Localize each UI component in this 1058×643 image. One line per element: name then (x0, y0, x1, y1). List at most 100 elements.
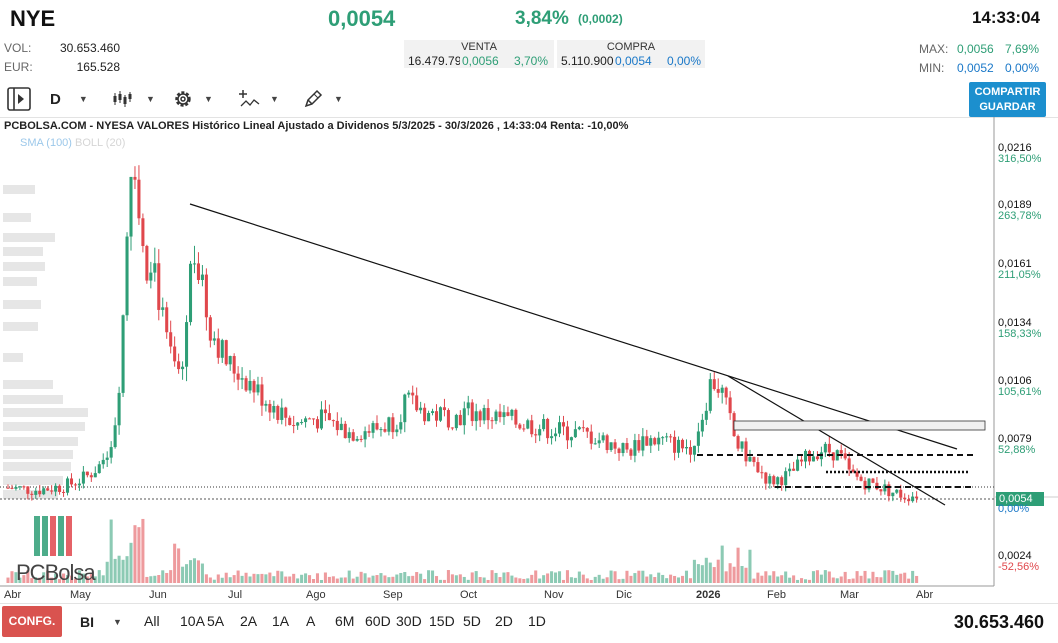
candle-body (907, 499, 911, 502)
settings-select[interactable]: ▼ (172, 86, 213, 112)
last-price-tag: 0,0054 (996, 492, 1044, 506)
volume-bar (633, 573, 637, 583)
range-button-5a[interactable]: 5A (207, 613, 225, 629)
indicators-icon (239, 90, 260, 107)
share-save-button[interactable]: COMPARTIR GUARDAR (969, 82, 1046, 117)
range-button-a[interactable]: A (306, 613, 316, 629)
range-button-1a[interactable]: 1A (272, 613, 290, 629)
candle-body (331, 420, 335, 422)
volume-bar (720, 545, 724, 583)
volume-bar (740, 566, 744, 583)
volume-bar (359, 571, 363, 583)
candle-body (895, 489, 899, 493)
candle-body (200, 274, 204, 280)
candle-body (442, 407, 446, 411)
volume-bar (827, 571, 831, 583)
volume-profile-bar (3, 450, 73, 459)
scale-select[interactable]: BI (80, 614, 94, 630)
volume-profile-bar (3, 213, 31, 222)
volume-bar (248, 576, 252, 583)
candle-body (677, 439, 681, 453)
volume-label: VOL: (4, 41, 32, 55)
volume-bar (220, 577, 224, 583)
candle-body (629, 449, 633, 456)
range-button-30d[interactable]: 30D (396, 613, 422, 629)
price-chart[interactable] (0, 117, 1058, 603)
chart-type-select[interactable]: ▼ (112, 86, 155, 112)
volume-profile-bar (3, 408, 88, 417)
candle-body (911, 496, 915, 502)
candle-body (173, 346, 177, 362)
volume-bar (736, 547, 740, 583)
candle-body (288, 417, 292, 426)
config-button[interactable]: CONFG. (2, 606, 62, 637)
range-button-10a[interactable]: 10A (180, 613, 205, 629)
chart-legend: SMA (100) BOLL (20) (20, 137, 125, 149)
volume-bar (232, 575, 236, 583)
volume-bar (252, 573, 256, 583)
sell-quantity: 16.479.79 (408, 54, 460, 68)
candle-body (280, 407, 284, 420)
range-button-2d[interactable]: 2D (495, 613, 513, 629)
candle-body (50, 490, 54, 492)
candle-body (597, 440, 601, 444)
volume-bar (113, 558, 117, 583)
range-button-5d[interactable]: 5D (463, 613, 481, 629)
indicators-select[interactable]: ▼ (238, 86, 279, 112)
volume-bar (597, 574, 601, 583)
candle-body (419, 407, 423, 411)
volume-bar (831, 577, 835, 583)
range-button-60d[interactable]: 60D (365, 613, 391, 629)
panel-toggle-icon (7, 87, 31, 111)
drawing-tools-select[interactable]: ▼ (302, 86, 343, 112)
volume-bar (85, 576, 89, 583)
volume-bar (288, 576, 292, 583)
chevron-down-icon: ▼ (146, 94, 155, 104)
candle-body (46, 488, 50, 491)
max-label: MAX: (919, 42, 949, 56)
range-button-1d[interactable]: 1D (528, 613, 546, 629)
volume-bar (81, 573, 85, 583)
range-button-15d[interactable]: 15D (429, 613, 455, 629)
volume-bar (613, 571, 617, 583)
change-percent: 3,84% (515, 8, 569, 29)
x-tick-label: Abr (4, 589, 22, 601)
volume-bar (101, 575, 105, 583)
candle-body (89, 475, 93, 478)
logo-bolsa: Bolsa (44, 560, 96, 585)
volume-bar (395, 574, 399, 583)
candle-body (847, 458, 851, 470)
volume-bar (351, 578, 355, 583)
volume-bar (522, 578, 526, 583)
period-select[interactable]: D ▼ (50, 86, 88, 112)
candle-body (192, 263, 197, 265)
x-tick-label: Dic (616, 589, 632, 601)
volume-bar (415, 572, 419, 583)
range-button-2a[interactable]: 2A (240, 613, 258, 629)
volume-profile-bar (3, 233, 55, 242)
candle-body (14, 487, 18, 489)
candle-body (149, 272, 153, 281)
legend-sma[interactable]: SMA (100) (20, 137, 72, 149)
volume-bar (272, 576, 276, 583)
volume-bar (462, 576, 466, 583)
volume-bar (331, 576, 335, 583)
chevron-down-icon[interactable]: ▼ (113, 617, 122, 627)
panel-toggle-button[interactable] (6, 86, 32, 112)
legend-boll[interactable]: BOLL (20) (75, 137, 126, 149)
range-button-6m[interactable]: 6M (335, 613, 355, 629)
volume-bar (375, 575, 379, 583)
candle-body (129, 176, 133, 237)
volume-bar (637, 570, 641, 583)
range-button-all[interactable]: All (144, 613, 160, 629)
candle-body (399, 422, 403, 430)
volume-bar (327, 576, 331, 583)
candle-body (323, 409, 327, 414)
candle-body (641, 436, 645, 451)
candle-body (355, 438, 359, 441)
volume-bar (192, 558, 197, 583)
volume-bar (276, 570, 280, 583)
candle-body (224, 340, 228, 365)
volume-bar (323, 572, 327, 583)
candle-body (26, 486, 30, 494)
